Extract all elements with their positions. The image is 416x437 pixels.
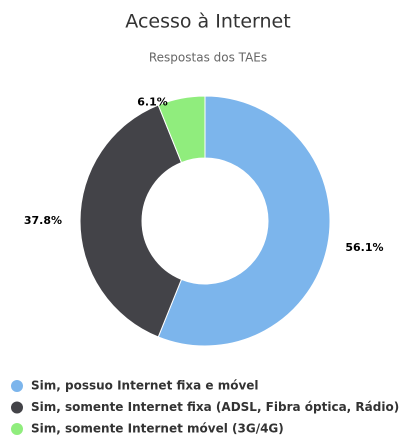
slice bbox=[157, 95, 206, 164]
data-label: 6.1% bbox=[137, 96, 168, 109]
data-label: 37.8% bbox=[24, 214, 62, 227]
legend-label: Sim, possuo Internet fixa e móvel bbox=[31, 379, 259, 393]
chart-subtitle: Respostas dos TAEs bbox=[149, 51, 267, 65]
legend-label: Sim, somente Internet fixa (ADSL, Fibra … bbox=[31, 400, 399, 414]
legend-marker bbox=[11, 380, 23, 392]
legend-marker bbox=[11, 423, 23, 435]
legend-marker bbox=[11, 401, 23, 414]
slice bbox=[79, 104, 183, 338]
chart-title: Acesso à Internet bbox=[125, 11, 290, 33]
data-label: 56.1% bbox=[345, 241, 383, 254]
legend-label: Sim, somente Internet móvel (3G/4G) bbox=[31, 422, 284, 436]
slice bbox=[157, 95, 331, 347]
